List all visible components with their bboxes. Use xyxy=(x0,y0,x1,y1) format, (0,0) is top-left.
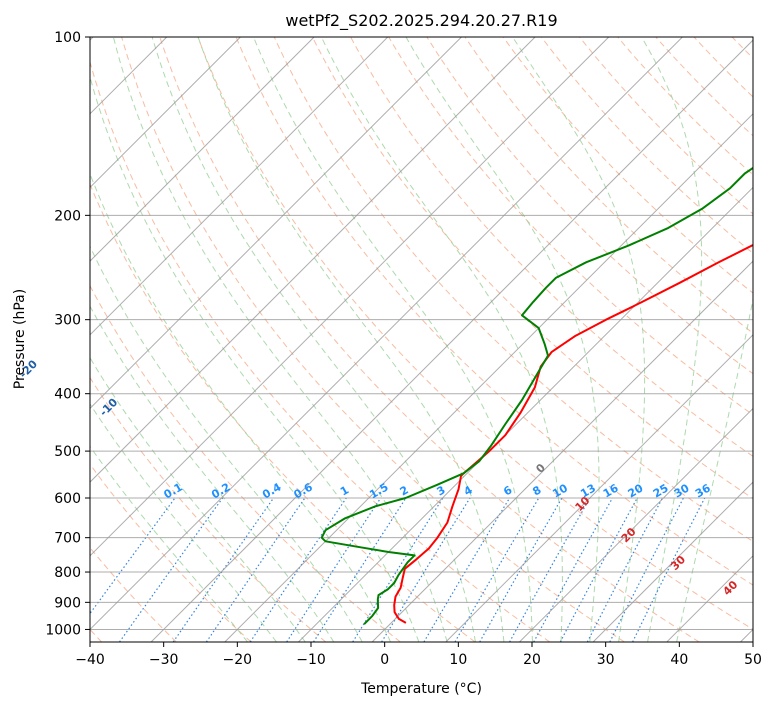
moist-adiabat xyxy=(320,37,563,642)
mixing-ratio-line xyxy=(205,497,306,642)
x-tick-label: −40 xyxy=(75,652,105,668)
temperature-line xyxy=(393,243,753,624)
isotherm xyxy=(371,260,753,642)
mixing-ratio-line xyxy=(533,497,614,642)
isotherm xyxy=(90,37,536,483)
dry-adiabat xyxy=(90,463,252,642)
isotherm xyxy=(90,37,241,189)
mixing-ratio-line xyxy=(90,497,176,615)
y-tick-label: 700 xyxy=(54,531,81,547)
moist-adiabat xyxy=(90,75,420,642)
mixing-ratio-line xyxy=(632,497,706,642)
x-tick-label: 40 xyxy=(670,652,688,668)
moist-adiabat xyxy=(151,37,476,642)
moist-adiabat xyxy=(641,37,703,642)
profiles xyxy=(320,166,753,625)
dry-adiabat xyxy=(197,37,753,630)
mixing-ratio-line xyxy=(609,497,684,642)
moist-adiabat xyxy=(512,37,646,642)
y-tick-label: 500 xyxy=(54,444,81,460)
isotherm xyxy=(90,37,683,631)
chart-title: wetPf2_S202.2025.294.20.27.R19 xyxy=(285,11,557,31)
isotherm xyxy=(298,186,753,642)
mixing-ratio-line xyxy=(119,497,224,642)
moist-adiabat xyxy=(90,445,248,642)
dry-adiabat xyxy=(121,37,625,642)
mixing-ratio-line xyxy=(509,497,591,642)
mixing-ratio-line xyxy=(172,497,274,642)
x-tick-label: −20 xyxy=(223,652,253,668)
y-tick-label: 100 xyxy=(54,30,81,46)
isotherm xyxy=(90,37,315,262)
x-tick-label: 0 xyxy=(380,652,389,668)
mixing-ratio-line xyxy=(312,497,407,642)
x-tick-label: 30 xyxy=(597,652,615,668)
x-axis-title: Temperature (°C) xyxy=(360,681,482,697)
dry-adiabat xyxy=(388,37,753,416)
moist-adiabat xyxy=(676,296,753,642)
moist-adiabat xyxy=(90,245,363,642)
y-tick-label: 1000 xyxy=(45,622,81,638)
isotherm xyxy=(519,407,753,642)
y-tick-label: 600 xyxy=(54,491,81,507)
y-axis: 1000 900 800 700 600 500 400 300 200 100 xyxy=(45,30,90,638)
dry-adiabat xyxy=(617,37,753,176)
y-axis-title: Pressure (hPa) xyxy=(12,289,28,389)
x-tick-label: 50 xyxy=(744,652,762,668)
dry-adiabat xyxy=(579,37,753,215)
isotherm xyxy=(150,39,753,642)
x-axis: −40 −30 −20 −10 0 10 20 30 40 50 xyxy=(75,642,762,668)
moist-adiabat xyxy=(90,172,392,642)
isotherm xyxy=(592,481,753,642)
dry-adiabat xyxy=(235,37,753,586)
plot-frame xyxy=(89,36,754,643)
moist-adiabat xyxy=(90,403,277,642)
y-tick-label: 300 xyxy=(54,313,81,329)
x-tick-label: 10 xyxy=(449,652,467,668)
dry-adiabat xyxy=(90,60,551,642)
moist-adiabat xyxy=(112,37,448,642)
isotherm xyxy=(445,334,753,642)
y-tick-label: 400 xyxy=(54,387,81,403)
moist-adiabat xyxy=(197,37,505,642)
y-tick-label: 900 xyxy=(54,595,81,611)
dry-adiabat xyxy=(90,284,401,642)
background-lines xyxy=(90,37,753,642)
x-tick-label: −30 xyxy=(149,652,179,668)
moist-adiabat xyxy=(253,37,533,642)
x-tick-label: −10 xyxy=(296,652,326,668)
moist-adiabat xyxy=(90,356,306,642)
y-tick-label: 800 xyxy=(54,565,81,581)
mixing-ratio-line xyxy=(249,497,347,642)
mixing-ratio-line xyxy=(352,497,444,642)
mixing-ratio-line xyxy=(286,497,382,642)
isotherm xyxy=(90,37,389,336)
y-tick-label: 200 xyxy=(54,208,81,224)
moist-adiabat xyxy=(90,305,335,642)
mixing-ratio-line xyxy=(586,497,664,642)
dry-adiabat xyxy=(159,37,700,642)
isotherm xyxy=(90,37,610,557)
dry-adiabat xyxy=(311,37,753,500)
dry-adiabat xyxy=(464,37,753,334)
dry-adiabat xyxy=(502,37,753,294)
dewpoint-line xyxy=(320,166,753,625)
isotherm xyxy=(90,37,462,410)
mixing-ratio-line xyxy=(559,497,638,642)
moist-adiabat xyxy=(405,37,600,642)
x-tick-label: 20 xyxy=(523,652,541,668)
